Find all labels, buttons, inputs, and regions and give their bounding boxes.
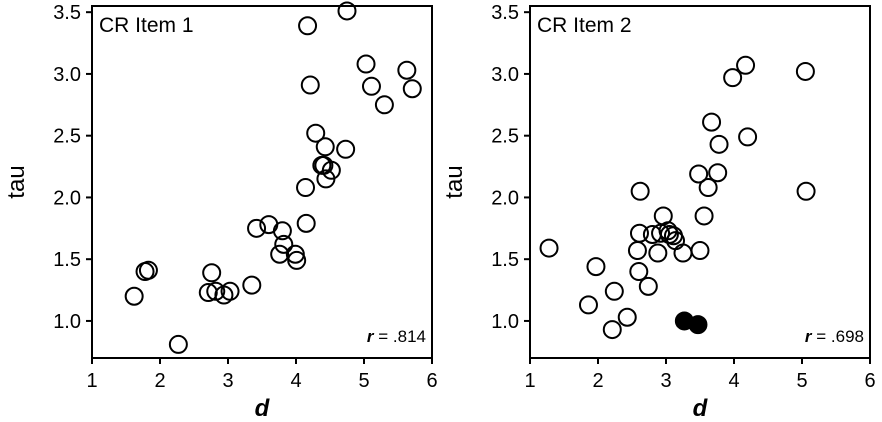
y-tick-label: 1.0 (53, 311, 81, 333)
open-data-point (270, 244, 290, 264)
x-axis-ticks: 1 2 3 4 5 6 (86, 358, 438, 392)
y-axis-ticks: 1.0 1.5 2.0 2.5 3.0 3.5 (491, 2, 530, 333)
x-axis-ticks: 1 2 3 4 5 6 (524, 358, 876, 392)
open-data-point (220, 281, 240, 301)
open-data-point (627, 241, 647, 261)
open-data-point (374, 95, 394, 115)
open-data-point (795, 61, 815, 81)
x-tick-label: 2 (592, 370, 603, 392)
y-tick-label: 1.0 (491, 311, 519, 333)
open-data-point (629, 262, 649, 282)
plot-frame (529, 5, 871, 359)
open-data-point (673, 243, 693, 263)
y-tick-label: 3.0 (491, 64, 519, 86)
correlation-annotation: r = .814 (367, 327, 426, 346)
y-tick-label: 2.5 (491, 126, 519, 148)
open-data-point (617, 307, 637, 327)
open-data-point (296, 213, 316, 233)
open-data-point (602, 320, 622, 340)
correlation-symbol: r (367, 327, 375, 346)
open-data-point (708, 163, 728, 183)
x-axis-label: d (693, 395, 709, 422)
correlation-symbol: r (805, 327, 813, 346)
x-tick-label: 5 (796, 370, 807, 392)
correlation-annotation: r = .698 (805, 327, 864, 346)
open-data-point (138, 260, 158, 280)
data-points (124, 1, 422, 354)
open-data-point (539, 238, 559, 258)
open-data-point (702, 112, 722, 132)
y-tick-label: 2.5 (53, 126, 81, 148)
open-data-point (736, 55, 756, 75)
y-tick-label: 1.5 (53, 249, 81, 271)
open-data-point (630, 181, 650, 201)
open-data-point (298, 16, 318, 36)
open-data-point (336, 139, 356, 159)
x-tick-label: 3 (660, 370, 671, 392)
open-data-point (604, 281, 624, 301)
open-data-point (242, 275, 262, 295)
open-data-point (168, 334, 188, 354)
y-axis-label: tau (3, 165, 30, 198)
open-data-point (274, 234, 294, 254)
open-data-point (321, 160, 341, 180)
open-data-point (124, 286, 144, 306)
open-data-point (300, 75, 320, 95)
open-data-point (586, 257, 606, 277)
correlation-value: = .698 (812, 327, 864, 346)
open-data-point (689, 164, 709, 184)
open-data-point (578, 295, 598, 315)
x-tick-label: 5 (358, 370, 369, 392)
y-tick-label: 3.0 (53, 64, 81, 86)
open-data-point (698, 178, 718, 198)
y-tick-label: 2.0 (491, 187, 519, 209)
open-data-point (694, 206, 714, 226)
open-data-point (287, 250, 307, 270)
x-tick-label: 4 (290, 370, 301, 392)
open-data-point (709, 134, 729, 154)
open-data-point (361, 76, 381, 96)
open-data-point (202, 263, 222, 283)
y-tick-label: 3.5 (53, 2, 81, 24)
open-data-point (272, 221, 292, 241)
open-data-point (315, 137, 335, 157)
open-data-point (402, 79, 422, 99)
open-data-point (397, 60, 417, 80)
x-tick-label: 3 (222, 370, 233, 392)
y-axis-ticks: 1.0 1.5 2.0 2.5 3.0 3.5 (53, 2, 92, 333)
correlation-value: = .814 (374, 327, 426, 346)
x-tick-label: 1 (524, 370, 535, 392)
open-data-point (723, 68, 743, 88)
open-data-point (738, 127, 758, 147)
open-data-point (296, 178, 316, 198)
y-tick-label: 1.5 (491, 249, 519, 271)
y-axis-label: tau (441, 165, 468, 198)
open-data-point (306, 123, 326, 143)
x-tick-label: 6 (426, 370, 437, 392)
x-tick-label: 2 (154, 370, 165, 392)
x-axis-label: d (255, 395, 271, 422)
x-tick-label: 4 (728, 370, 739, 392)
x-tick-label: 1 (86, 370, 97, 392)
y-tick-label: 3.5 (491, 2, 519, 24)
open-data-point (690, 241, 710, 261)
open-data-point (356, 54, 376, 74)
x-tick-label: 6 (864, 370, 875, 392)
y-tick-label: 2.0 (53, 187, 81, 209)
open-data-point (247, 218, 267, 238)
open-data-point (638, 276, 658, 296)
data-points (539, 55, 816, 340)
open-data-point (648, 243, 668, 263)
open-data-point (629, 223, 649, 243)
open-data-point (337, 1, 357, 21)
filled-data-point (688, 315, 708, 335)
panel-title: CR Item 2 (537, 14, 632, 37)
panel-title: CR Item 1 (99, 14, 194, 37)
plot-frame (91, 5, 433, 359)
open-data-point (796, 181, 816, 201)
